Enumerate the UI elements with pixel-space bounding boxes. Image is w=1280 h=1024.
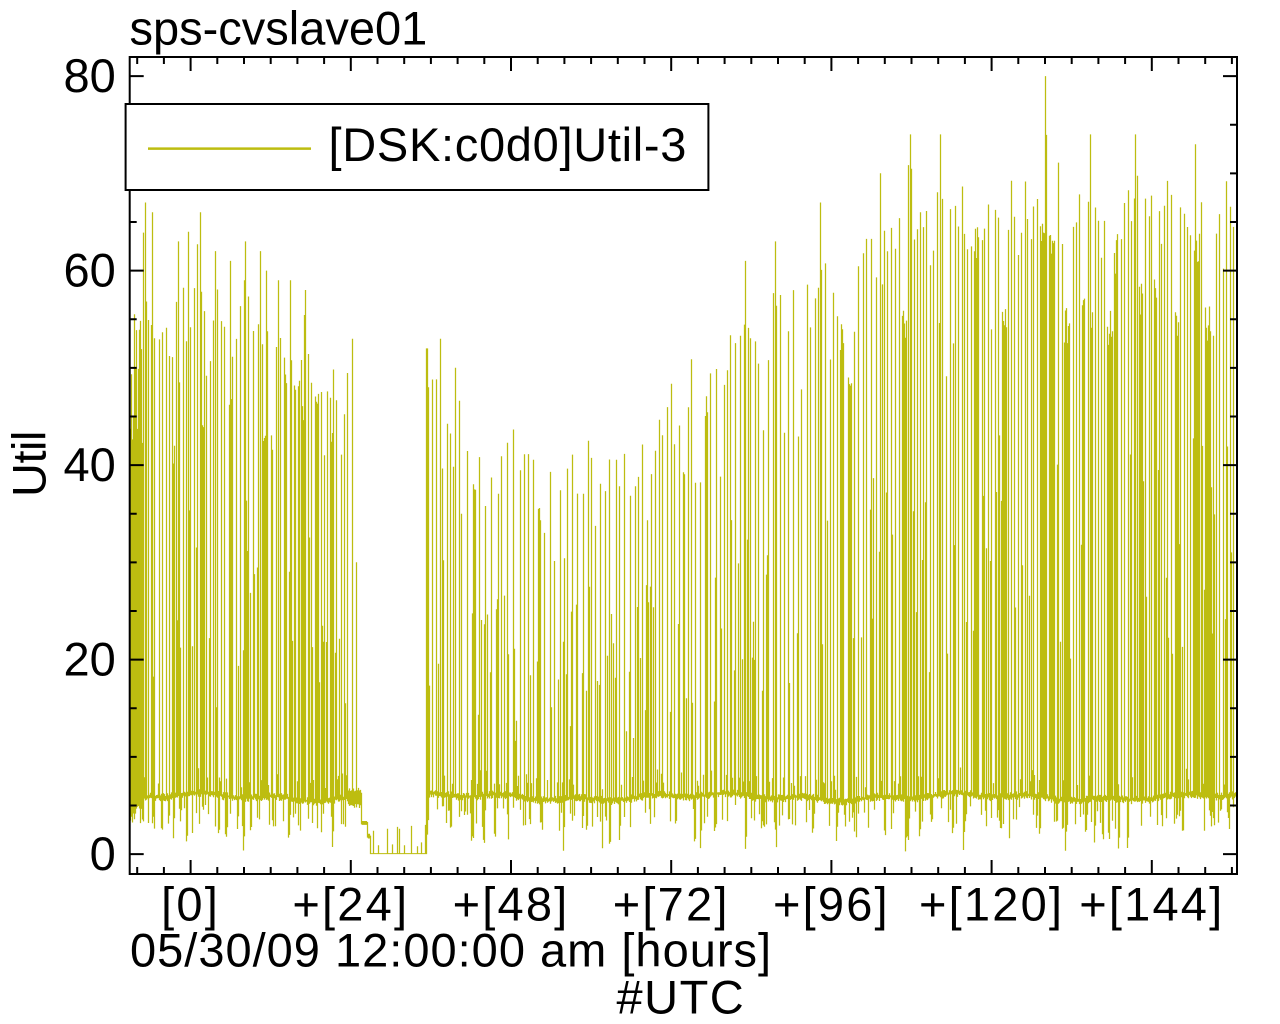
svg-text:+[96]: +[96] — [773, 878, 890, 931]
svg-text:sps-cvslave01: sps-cvslave01 — [130, 1, 428, 54]
svg-text:+[144]: +[144] — [1079, 878, 1224, 931]
svg-text:40: 40 — [64, 438, 116, 491]
svg-text:[DSK:c0d0]Util-3: [DSK:c0d0]Util-3 — [329, 118, 688, 171]
svg-text:Util: Util — [2, 431, 55, 497]
svg-text:+[120]: +[120] — [919, 878, 1064, 931]
svg-text:60: 60 — [64, 243, 116, 296]
svg-text:80: 80 — [64, 49, 116, 102]
svg-text:20: 20 — [64, 632, 116, 685]
svg-text:+[24]: +[24] — [292, 878, 409, 931]
svg-text:+[72]: +[72] — [613, 878, 730, 931]
svg-text:[0]: [0] — [161, 878, 220, 931]
svg-text:#UTC: #UTC — [617, 971, 746, 1024]
svg-text:05/30/09 12:00:00 am [hours]: 05/30/09 12:00:00 am [hours] — [130, 924, 772, 977]
svg-text:+[48]: +[48] — [453, 878, 570, 931]
svg-text:0: 0 — [90, 827, 116, 880]
